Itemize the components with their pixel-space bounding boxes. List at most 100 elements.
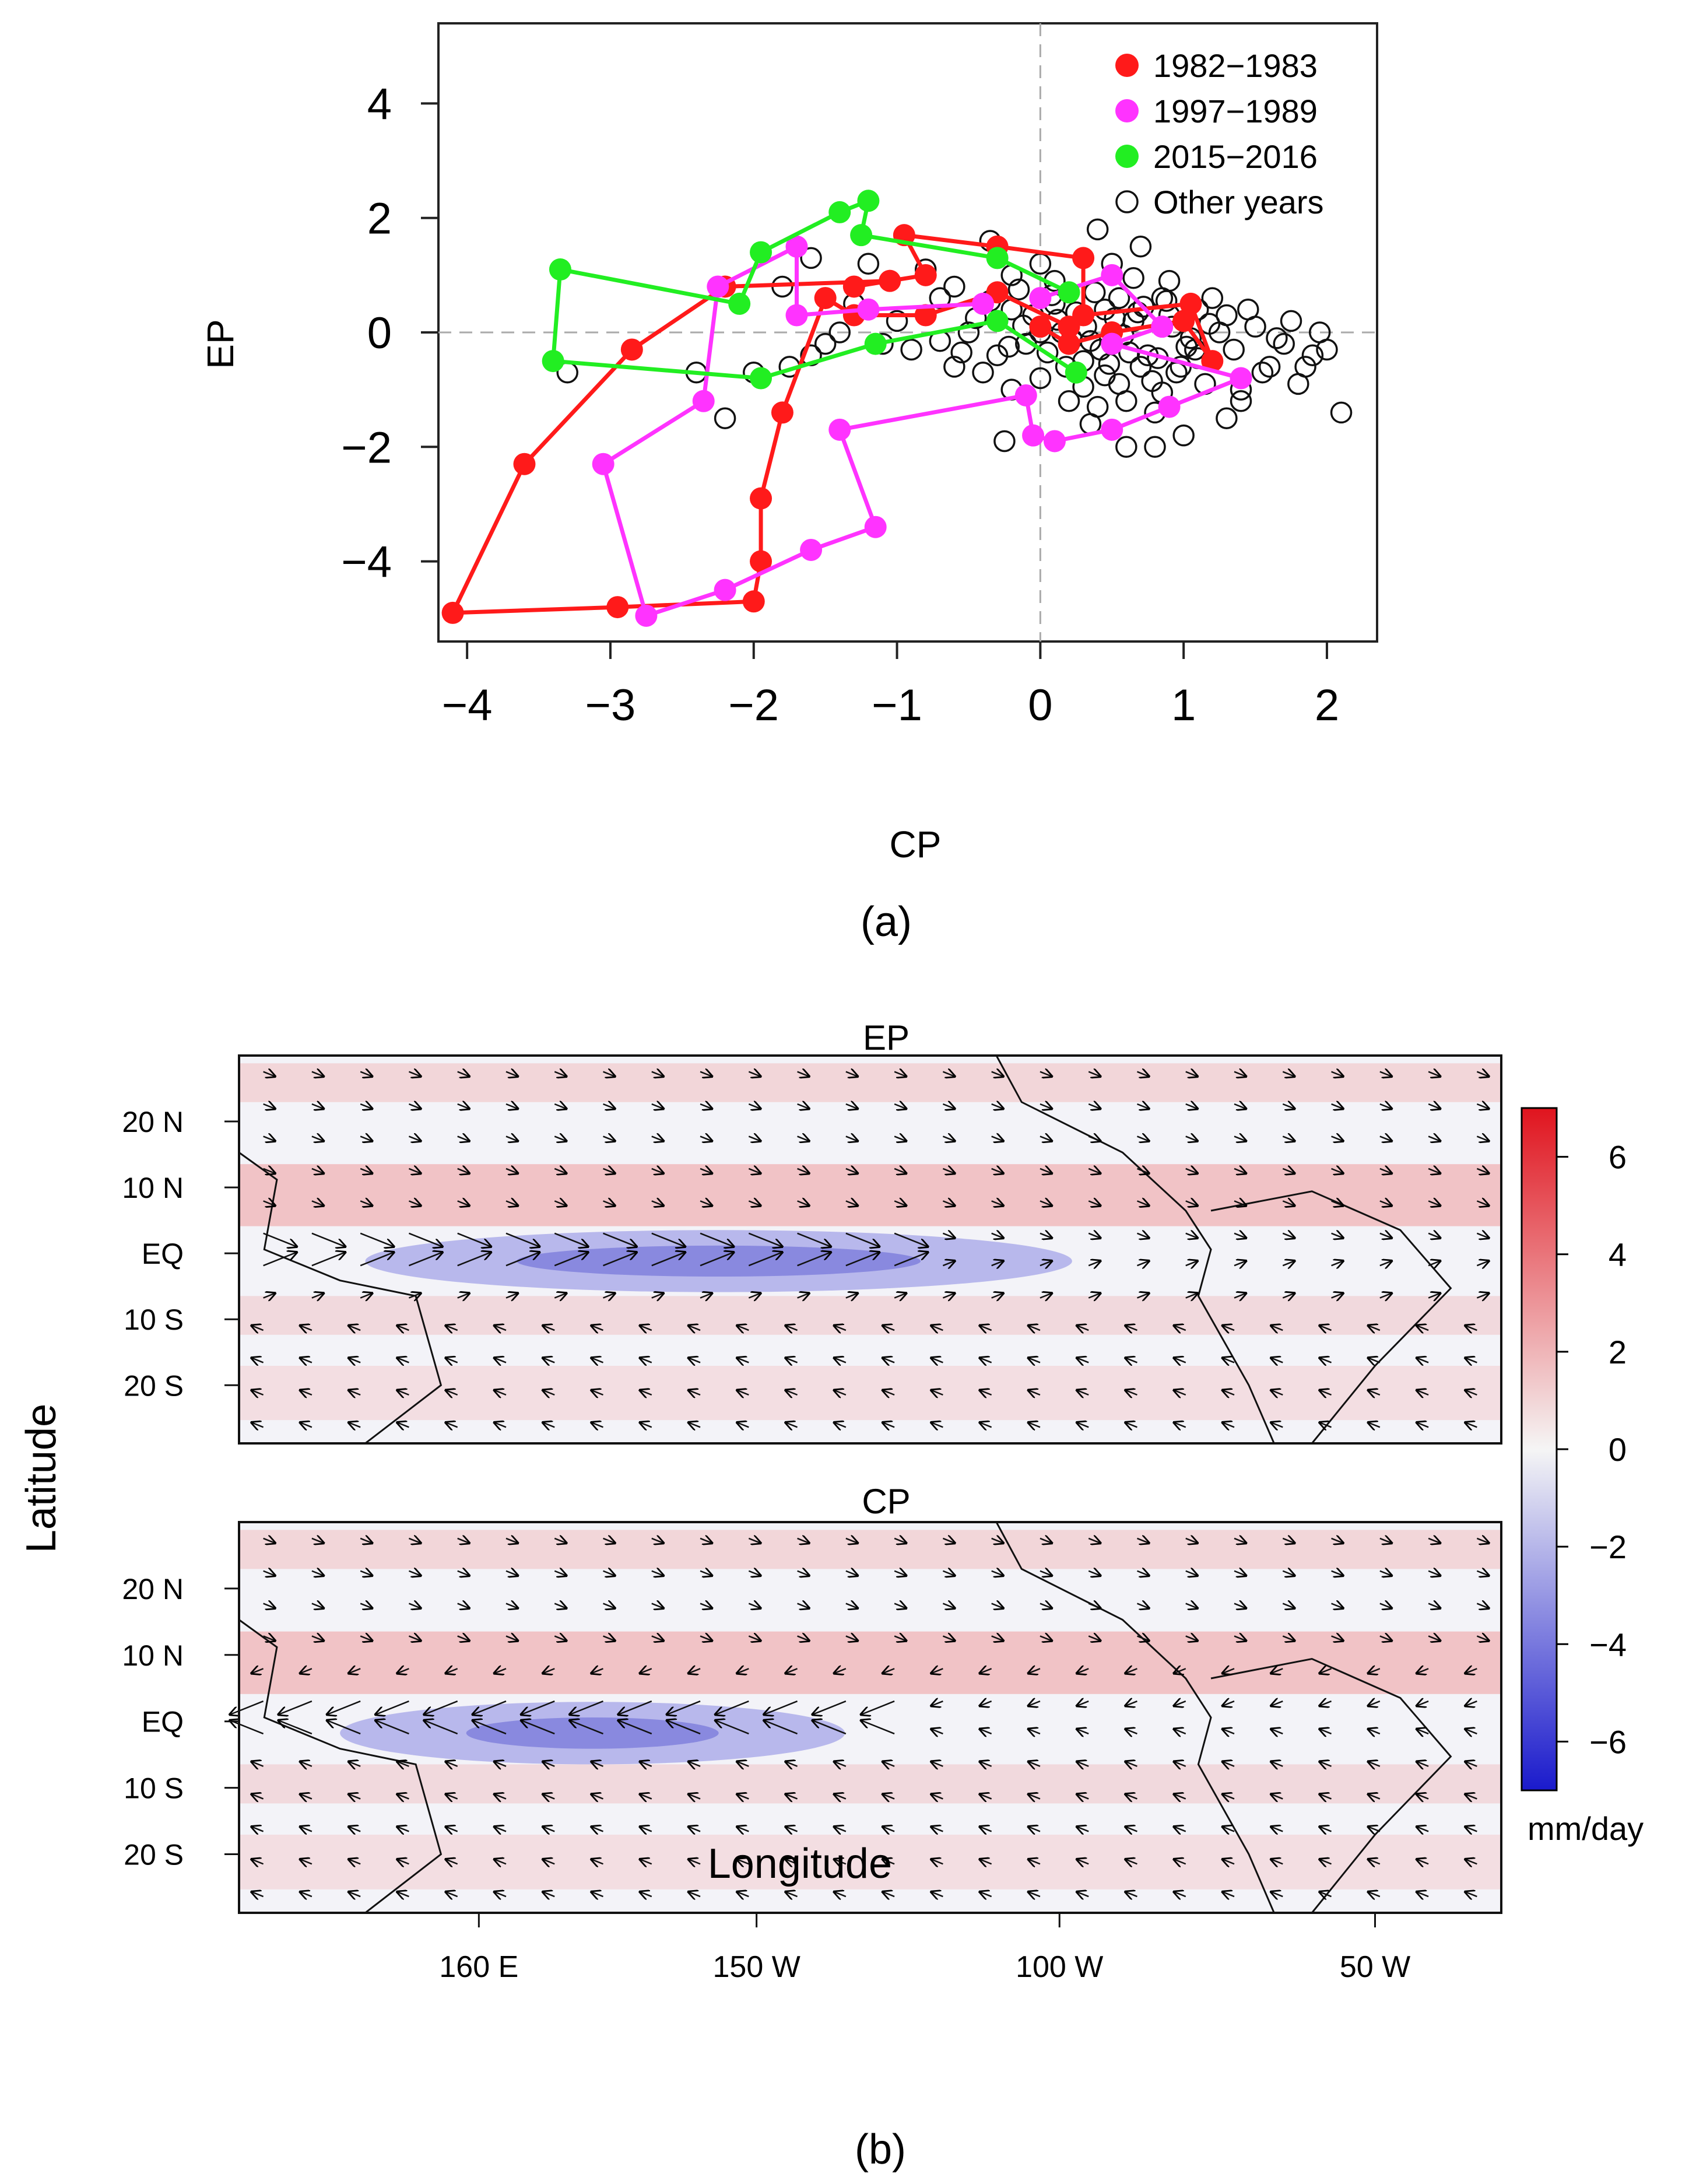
wind-arrow (251, 1422, 264, 1427)
wind-arrow (689, 1358, 701, 1362)
wind-arrow (457, 1252, 491, 1267)
wind-arrow (883, 1859, 895, 1864)
wind-arrow (785, 1892, 798, 1896)
wind-arrow (1465, 1390, 1477, 1395)
wind-arrow (700, 1104, 712, 1109)
wind-arrow (1417, 1326, 1429, 1330)
other-year-point (814, 332, 837, 355)
other-year-point (886, 310, 908, 332)
other-year-point (972, 361, 994, 384)
wind-arrow (931, 1326, 943, 1330)
x-tick-label: 1 (1171, 681, 1196, 730)
wind-arrow (1428, 1571, 1440, 1576)
wind-arrow (991, 1072, 1003, 1077)
series-point (1029, 287, 1052, 310)
series-point (549, 258, 571, 281)
wind-arrow (554, 1137, 566, 1141)
wind-arrow (251, 1859, 264, 1864)
other-year-point (1007, 278, 1030, 301)
series-point (914, 264, 937, 286)
wind-arrow (861, 1720, 895, 1735)
wind-arrow (834, 1668, 847, 1673)
wind-arrow (1368, 1358, 1381, 1362)
y-tick-label: −2 (341, 423, 392, 472)
wind-arrow (1234, 1233, 1246, 1238)
wind-arrow (700, 1538, 712, 1543)
wind-arrow (1223, 1358, 1235, 1362)
wind-arrow (1271, 1827, 1283, 1831)
wind-arrow (1137, 1293, 1149, 1298)
wind-arrow (1368, 1827, 1381, 1831)
wind-arrow (737, 1390, 749, 1395)
wind-arrow (1476, 1169, 1488, 1173)
reference-lines (438, 23, 1377, 641)
wind-arrow (1282, 1604, 1294, 1608)
wind-arrow (1465, 1859, 1477, 1864)
wind-arrow (505, 1072, 518, 1077)
wind-arrow (979, 1859, 992, 1864)
other-year-point (1230, 390, 1252, 412)
wind-arrow (1077, 1827, 1089, 1831)
wind-arrow (1185, 1571, 1198, 1576)
wind-arrow (1428, 1104, 1440, 1109)
wind-arrow (1319, 1390, 1332, 1395)
wind-arrow (1028, 1729, 1041, 1734)
wind-arrow (457, 1636, 469, 1640)
wind-arrow (349, 1422, 361, 1427)
y-tick-label: 0 (367, 309, 392, 358)
wind-arrow (797, 1538, 809, 1543)
wind-arrow (278, 1700, 312, 1715)
wind-arrow (1174, 1762, 1186, 1766)
wind-arrow (570, 1700, 603, 1715)
precip-band-wet (239, 1764, 1501, 1804)
wind-arrow (1379, 1233, 1392, 1238)
lat-label: 10 S (124, 1772, 184, 1805)
wind-arrow (942, 1538, 954, 1543)
wind-arrow (1174, 1827, 1186, 1831)
wind-arrow (700, 1169, 712, 1173)
series-point (857, 190, 880, 212)
wind-arrow (931, 1892, 943, 1896)
wind-arrow (300, 1762, 312, 1766)
wind-arrow (1465, 1326, 1477, 1330)
wind-arrow (715, 1700, 749, 1715)
wind-arrow (1234, 1538, 1246, 1543)
wind-arrow (1040, 1169, 1052, 1173)
wind-arrow (311, 1636, 324, 1640)
series-point (441, 601, 464, 624)
wind-arrow (1331, 1604, 1343, 1608)
wind-arrow (457, 1232, 491, 1247)
wind-arrow (472, 1700, 507, 1715)
lat-label: 10 S (124, 1303, 184, 1336)
wind-arrow (651, 1293, 663, 1298)
wind-arrow (300, 1859, 312, 1864)
wind-arrow (591, 1859, 603, 1864)
y-axis-label: EP (199, 319, 241, 369)
wind-arrow (278, 1720, 312, 1735)
lat-label: 10 N (122, 1172, 184, 1204)
wind-arrow (360, 1201, 372, 1205)
wind-arrow (640, 1358, 652, 1362)
wind-arrow (494, 1892, 507, 1896)
wind-arrow (1137, 1201, 1149, 1205)
wind-arrow (1185, 1604, 1198, 1608)
wind-arrow (1282, 1201, 1294, 1205)
wind-arrow (521, 1700, 555, 1715)
other-year-point (1216, 407, 1238, 429)
wind-arrow (1271, 1326, 1283, 1330)
wind-arrow (883, 1422, 895, 1427)
wind-arrow (883, 1892, 895, 1896)
wind-arrow (797, 1293, 809, 1298)
lat-label: 20 N (122, 1106, 184, 1138)
wind-arrow (1028, 1390, 1041, 1395)
wind-arrow (445, 1422, 458, 1427)
wind-arrow (1368, 1701, 1381, 1706)
other-year-point (1175, 335, 1198, 358)
other-year-point (1141, 370, 1163, 392)
wind-arrow (1234, 1261, 1246, 1265)
wind-arrow (1040, 1104, 1052, 1109)
wind-arrow (311, 1293, 324, 1298)
wind-arrow (700, 1293, 712, 1298)
wind-arrow (300, 1390, 312, 1395)
wind-arrow (554, 1169, 566, 1173)
